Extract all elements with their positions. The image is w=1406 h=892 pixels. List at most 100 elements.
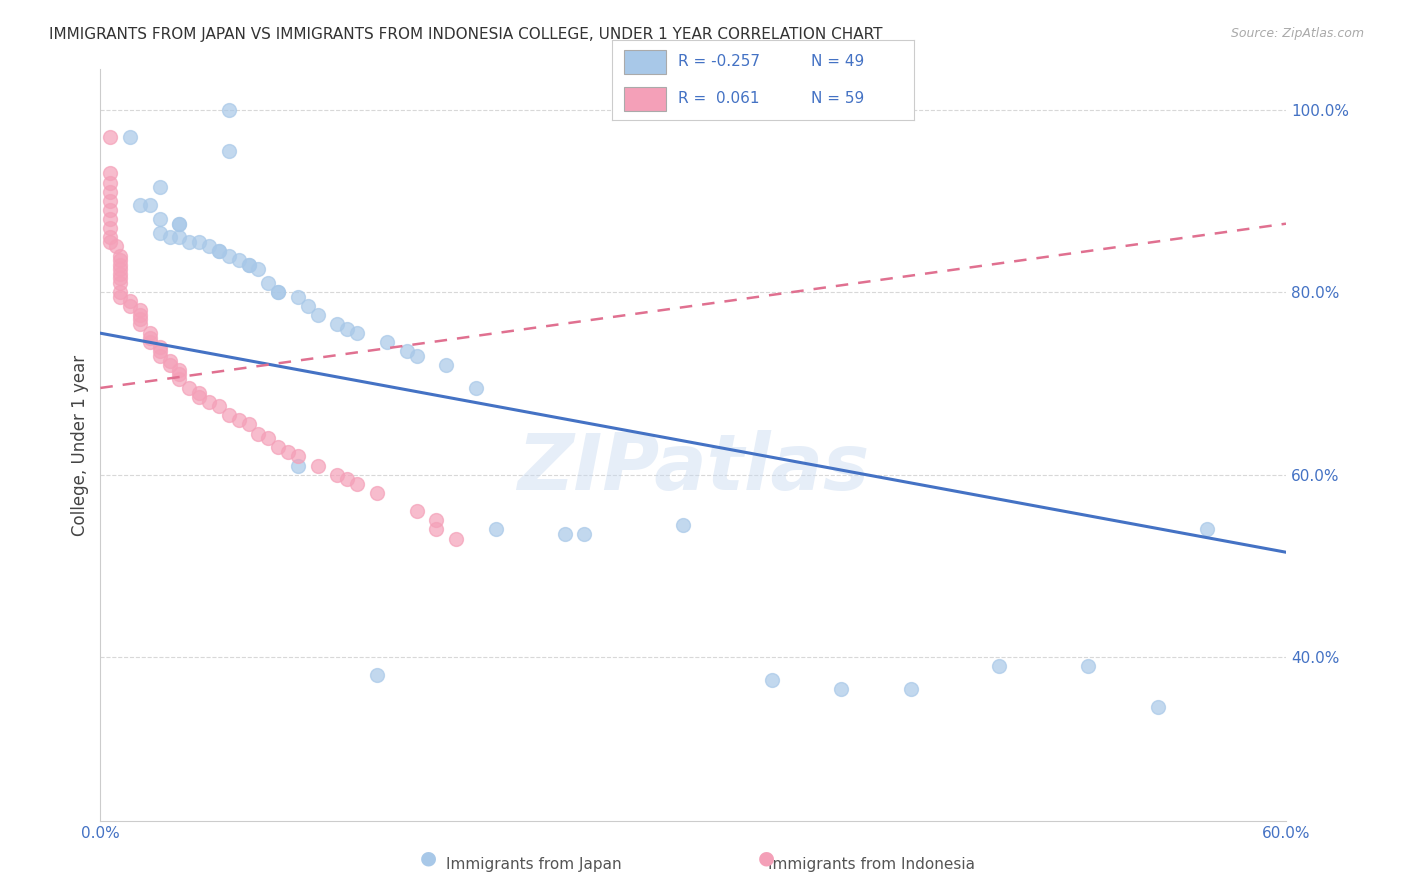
Point <box>139 326 162 341</box>
Point <box>988 659 1011 673</box>
Point <box>484 523 506 537</box>
Point <box>169 368 191 382</box>
Point <box>108 290 131 304</box>
Point <box>108 262 131 277</box>
Point <box>336 472 359 486</box>
Point <box>139 335 162 350</box>
Point <box>228 413 250 427</box>
Point <box>336 321 359 335</box>
Point <box>169 362 191 376</box>
Point <box>118 299 141 313</box>
Point <box>672 517 695 532</box>
Point <box>208 244 231 258</box>
Point <box>179 381 201 395</box>
Point <box>830 682 852 697</box>
Point <box>98 202 121 217</box>
Point <box>287 458 309 473</box>
Point <box>218 409 240 423</box>
Point <box>208 244 231 258</box>
Text: Source: ZipAtlas.com: Source: ZipAtlas.com <box>1230 27 1364 40</box>
Point <box>108 276 131 290</box>
Text: ZIPatlas: ZIPatlas <box>517 430 869 506</box>
Point <box>108 249 131 263</box>
Point <box>366 668 388 682</box>
Point <box>188 385 211 400</box>
Point <box>228 253 250 268</box>
Point <box>405 349 427 363</box>
Point <box>238 258 260 272</box>
Point <box>574 527 596 541</box>
Point <box>444 532 467 546</box>
Point <box>287 450 309 464</box>
Point <box>105 239 128 253</box>
Point <box>287 290 309 304</box>
Point <box>900 682 922 697</box>
Point <box>257 431 280 445</box>
Point <box>326 317 349 331</box>
Point <box>128 198 150 212</box>
Y-axis label: College, Under 1 year: College, Under 1 year <box>72 354 89 535</box>
Point <box>1195 523 1218 537</box>
Point <box>554 527 576 541</box>
Point <box>238 417 260 432</box>
Point <box>149 212 172 227</box>
Text: ●: ● <box>420 848 437 867</box>
Point <box>149 340 172 354</box>
Point <box>118 130 141 145</box>
Point <box>247 262 270 277</box>
Text: ●: ● <box>758 848 775 867</box>
Point <box>118 294 141 309</box>
Point <box>179 235 201 249</box>
Point <box>425 513 447 527</box>
Point <box>159 358 181 372</box>
Point <box>169 217 191 231</box>
Point <box>375 335 398 350</box>
Point <box>98 176 121 190</box>
Point <box>108 253 131 268</box>
Point <box>169 217 191 231</box>
Point <box>297 299 319 313</box>
Point <box>98 185 121 199</box>
Text: R =  0.061: R = 0.061 <box>678 91 759 106</box>
Point <box>307 458 329 473</box>
Point <box>346 476 368 491</box>
Point <box>169 230 191 244</box>
Point <box>405 504 427 518</box>
Point <box>159 230 181 244</box>
Point <box>98 235 121 249</box>
Point <box>98 194 121 208</box>
Point <box>149 180 172 194</box>
Point <box>1146 700 1168 714</box>
Point <box>128 308 150 322</box>
Text: N = 59: N = 59 <box>811 91 865 106</box>
Bar <box>624 87 666 111</box>
Point <box>218 249 240 263</box>
Point <box>257 276 280 290</box>
Point <box>128 303 150 318</box>
Point <box>139 198 162 212</box>
Point <box>434 358 457 372</box>
Text: N = 49: N = 49 <box>811 54 865 70</box>
Text: IMMIGRANTS FROM JAPAN VS IMMIGRANTS FROM INDONESIA COLLEGE, UNDER 1 YEAR CORRELA: IMMIGRANTS FROM JAPAN VS IMMIGRANTS FROM… <box>49 27 883 42</box>
Point <box>108 271 131 285</box>
Bar <box>624 50 666 74</box>
Point <box>1077 659 1099 673</box>
Point <box>326 467 349 482</box>
Point <box>98 166 121 180</box>
Point <box>198 394 221 409</box>
Point <box>149 344 172 359</box>
Point <box>98 221 121 235</box>
Point <box>464 381 486 395</box>
Point <box>98 230 121 244</box>
Point <box>267 285 290 299</box>
Point <box>761 673 783 687</box>
Point <box>307 308 329 322</box>
Point <box>139 331 162 345</box>
Point <box>277 445 299 459</box>
Point <box>128 317 150 331</box>
Point <box>395 344 418 359</box>
Point <box>218 144 240 158</box>
Point <box>98 130 121 145</box>
Point <box>366 486 388 500</box>
Text: Immigrants from Indonesia: Immigrants from Indonesia <box>768 857 976 872</box>
